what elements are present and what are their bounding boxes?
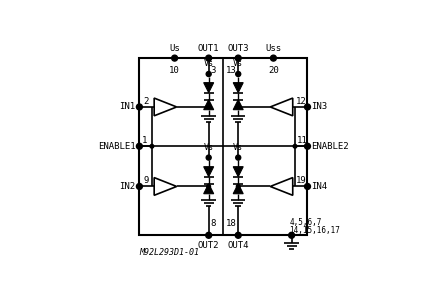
Text: 11: 11 bbox=[297, 136, 308, 145]
Text: 14,15,16,17: 14,15,16,17 bbox=[290, 226, 340, 235]
Polygon shape bbox=[270, 98, 293, 116]
Circle shape bbox=[304, 183, 310, 189]
Circle shape bbox=[236, 185, 240, 188]
Polygon shape bbox=[204, 83, 214, 93]
Circle shape bbox=[207, 105, 211, 109]
Circle shape bbox=[207, 185, 211, 188]
Polygon shape bbox=[233, 83, 243, 93]
Polygon shape bbox=[233, 184, 243, 194]
Text: ENABLE1: ENABLE1 bbox=[98, 142, 135, 151]
Text: 10: 10 bbox=[169, 66, 180, 75]
Circle shape bbox=[304, 143, 310, 149]
Polygon shape bbox=[204, 167, 214, 177]
Circle shape bbox=[136, 183, 143, 189]
Text: 18: 18 bbox=[226, 219, 236, 228]
Text: 13: 13 bbox=[226, 66, 236, 75]
Text: 19: 19 bbox=[296, 176, 307, 185]
Text: 1: 1 bbox=[142, 136, 147, 145]
Circle shape bbox=[304, 104, 310, 110]
Polygon shape bbox=[154, 178, 177, 195]
Text: 3: 3 bbox=[211, 66, 216, 75]
Circle shape bbox=[235, 232, 241, 238]
Text: OUT4: OUT4 bbox=[228, 241, 249, 250]
Text: Vs: Vs bbox=[204, 59, 214, 68]
Text: IN1: IN1 bbox=[119, 102, 135, 112]
Polygon shape bbox=[270, 178, 293, 195]
Circle shape bbox=[206, 155, 211, 160]
Circle shape bbox=[150, 145, 154, 148]
Circle shape bbox=[136, 104, 143, 110]
Text: OUT3: OUT3 bbox=[228, 44, 249, 53]
Text: Vs: Vs bbox=[233, 59, 243, 68]
Text: IN4: IN4 bbox=[312, 182, 328, 191]
Polygon shape bbox=[233, 167, 243, 177]
Text: 8: 8 bbox=[211, 219, 216, 228]
Circle shape bbox=[206, 232, 211, 238]
Polygon shape bbox=[233, 100, 243, 110]
Circle shape bbox=[172, 55, 177, 61]
Text: Uss: Uss bbox=[266, 44, 282, 53]
Circle shape bbox=[136, 143, 143, 149]
Circle shape bbox=[270, 55, 276, 61]
Circle shape bbox=[236, 71, 241, 76]
Text: 20: 20 bbox=[268, 66, 279, 75]
Circle shape bbox=[236, 105, 240, 109]
Polygon shape bbox=[204, 100, 214, 110]
Text: IN3: IN3 bbox=[312, 102, 328, 112]
Bar bbox=[140, 58, 307, 235]
Text: 2: 2 bbox=[143, 97, 148, 106]
Text: IN2: IN2 bbox=[119, 182, 135, 191]
Circle shape bbox=[235, 55, 241, 61]
Circle shape bbox=[206, 71, 211, 76]
Text: M92L293D1-01: M92L293D1-01 bbox=[140, 248, 199, 257]
Polygon shape bbox=[154, 98, 177, 116]
Circle shape bbox=[289, 232, 295, 238]
Text: OUT2: OUT2 bbox=[198, 241, 219, 250]
Text: 9: 9 bbox=[143, 176, 148, 185]
Text: OUT1: OUT1 bbox=[198, 44, 219, 53]
Text: ENABLE2: ENABLE2 bbox=[312, 142, 349, 151]
Text: Vs: Vs bbox=[233, 143, 243, 152]
Text: 12: 12 bbox=[296, 97, 307, 106]
Circle shape bbox=[293, 145, 297, 148]
Circle shape bbox=[236, 155, 241, 160]
Text: Vs: Vs bbox=[204, 143, 214, 152]
Text: 4,5,6,7: 4,5,6,7 bbox=[290, 218, 322, 227]
Text: Us: Us bbox=[169, 44, 180, 53]
Polygon shape bbox=[204, 184, 214, 194]
Circle shape bbox=[206, 55, 211, 61]
